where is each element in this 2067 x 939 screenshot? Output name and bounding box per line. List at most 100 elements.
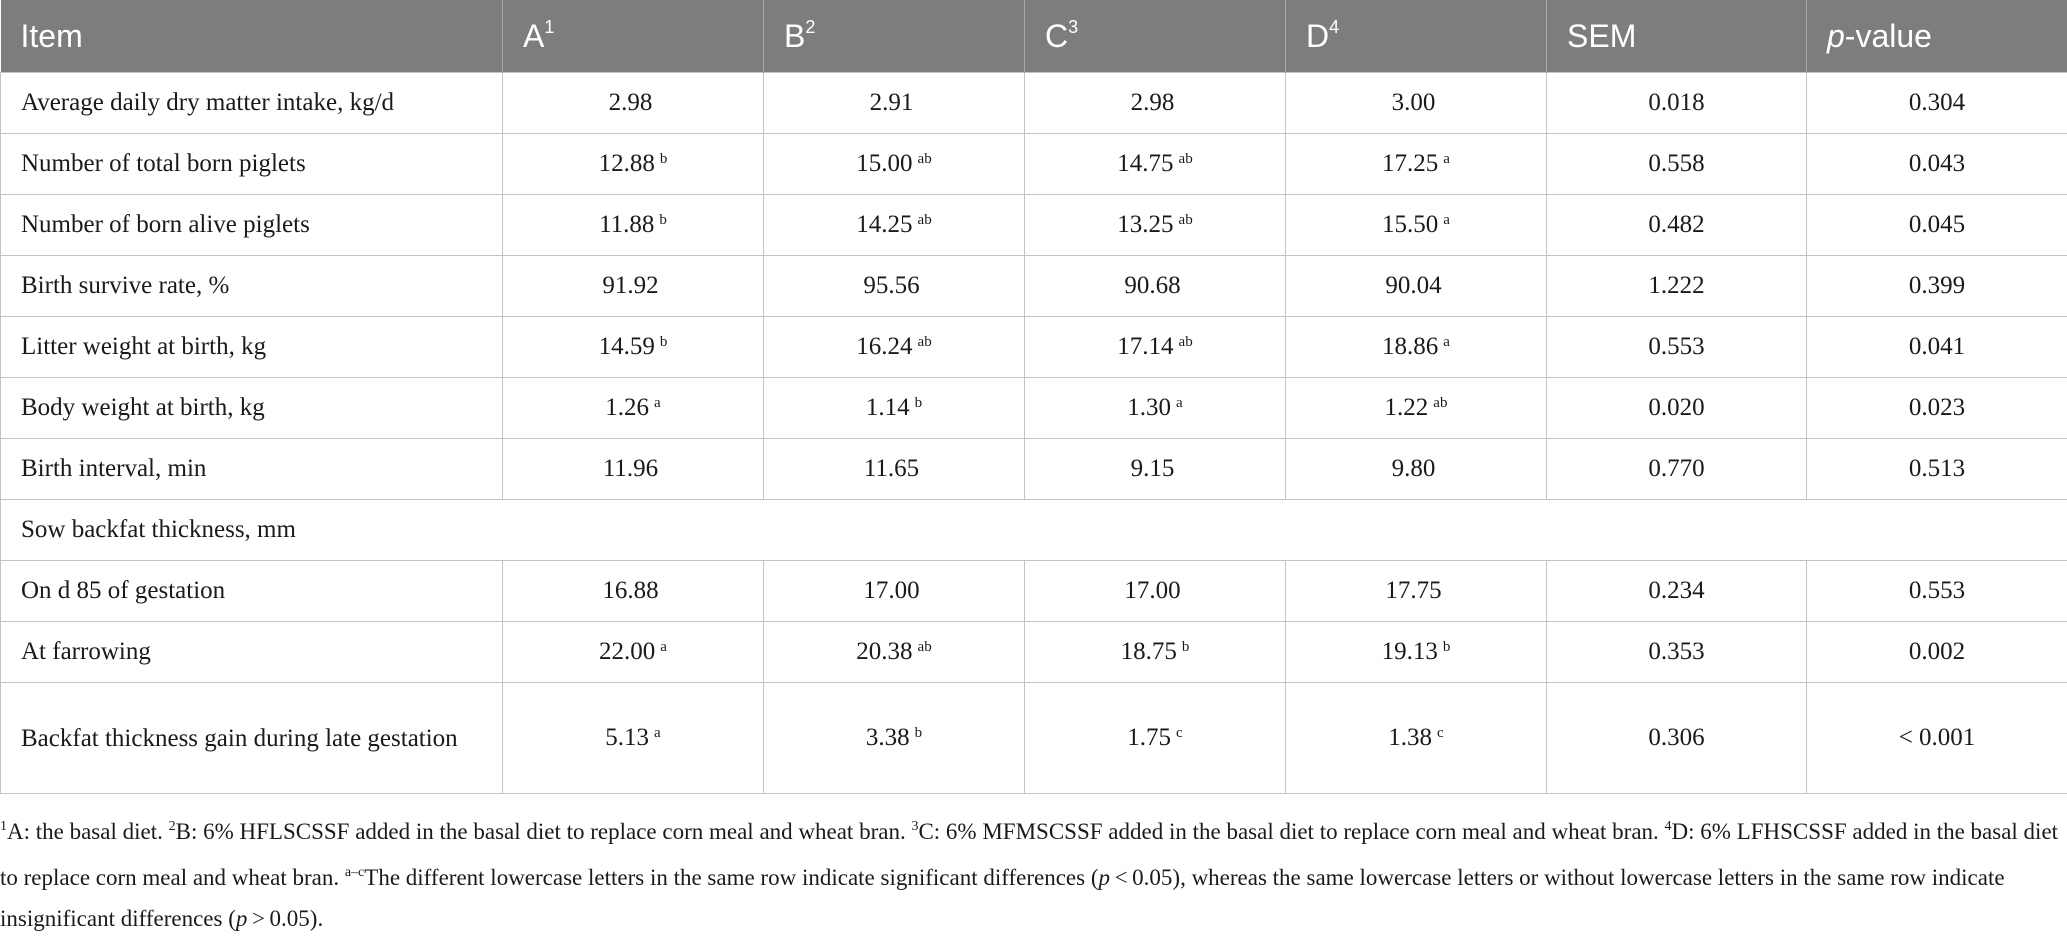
- row-label: Birth interval, min: [1, 439, 503, 500]
- value-b: 1.14: [866, 394, 910, 421]
- cell-d: 17.75: [1286, 561, 1547, 622]
- cell-sem: 1.222: [1547, 256, 1807, 317]
- value-c: 2.98: [1131, 89, 1175, 116]
- cell-p-value: < 0.001: [1807, 683, 2067, 794]
- value-b: 11.65: [864, 455, 919, 482]
- value-a: 12.88: [599, 150, 655, 177]
- significance-letter-c: c: [1176, 725, 1183, 741]
- value-d: 1.38: [1388, 724, 1432, 751]
- header-d: D4: [1286, 0, 1547, 73]
- section-row: Sow backfat thickness, mm: [1, 500, 2067, 561]
- value-b: 16.24: [856, 333, 912, 360]
- cell-d: 17.25 a: [1286, 134, 1547, 195]
- cell-b: 2.91: [764, 73, 1025, 134]
- header-item: Item: [1, 0, 503, 73]
- cell-p-value: 0.399: [1807, 256, 2067, 317]
- significance-letter-a: b: [659, 212, 667, 228]
- value-d: 15.50: [1382, 211, 1438, 238]
- value-c: 1.75: [1127, 724, 1171, 751]
- row-label: Number of born alive piglets: [1, 195, 503, 256]
- value-b: 95.56: [863, 272, 919, 299]
- significance-letter-a: a: [660, 639, 667, 655]
- cell-p-value: 0.553: [1807, 561, 2067, 622]
- value-b: 2.91: [870, 89, 914, 116]
- value-d: 17.25: [1382, 150, 1438, 177]
- value-a: 14.59: [599, 333, 655, 360]
- cell-sem: 0.306: [1547, 683, 1807, 794]
- header-p-value: p-value: [1807, 0, 2067, 73]
- significance-letter-b: ab: [918, 151, 932, 167]
- cell-a: 14.59 b: [503, 317, 764, 378]
- significance-letter-d: b: [1443, 639, 1451, 655]
- significance-letter-a: b: [660, 334, 668, 350]
- value-a: 5.13: [605, 724, 649, 751]
- cell-b: 95.56: [764, 256, 1025, 317]
- cell-sem: 0.482: [1547, 195, 1807, 256]
- significance-letter-d: a: [1443, 151, 1450, 167]
- cell-sem: 0.353: [1547, 622, 1807, 683]
- value-d: 18.86: [1382, 333, 1438, 360]
- value-d: 19.13: [1382, 638, 1438, 665]
- cell-p-value: 0.304: [1807, 73, 2067, 134]
- significance-letter-d: ab: [1433, 395, 1447, 411]
- significance-letter-c: b: [1182, 639, 1190, 655]
- value-c: 17.14: [1117, 333, 1173, 360]
- significance-letter-d: a: [1443, 212, 1450, 228]
- cell-c: 17.00: [1025, 561, 1286, 622]
- significance-letter-b: b: [915, 395, 923, 411]
- value-c: 13.25: [1117, 211, 1173, 238]
- table-footnote: 1A: the basal diet. 2B: 6% HFLSCSSF adde…: [0, 806, 2062, 939]
- significance-letter-c: a: [1176, 395, 1183, 411]
- cell-d: 9.80: [1286, 439, 1547, 500]
- cell-c: 13.25 ab: [1025, 195, 1286, 256]
- value-d: 3.00: [1392, 89, 1436, 116]
- header-row: Item A1 B2 C3 D4 SEM p-value: [1, 0, 2067, 73]
- cell-c: 1.75 c: [1025, 683, 1286, 794]
- cell-p-value: 0.513: [1807, 439, 2067, 500]
- results-table: Item A1 B2 C3 D4 SEM p-value Average dai…: [0, 0, 2067, 794]
- header-c: C3: [1025, 0, 1286, 73]
- cell-sem: 0.558: [1547, 134, 1807, 195]
- value-b: 15.00: [856, 150, 912, 177]
- cell-p-value: 0.023: [1807, 378, 2067, 439]
- cell-d: 3.00: [1286, 73, 1547, 134]
- value-c: 14.75: [1117, 150, 1173, 177]
- significance-letter-b: ab: [918, 212, 932, 228]
- cell-sem: 0.020: [1547, 378, 1807, 439]
- value-b: 14.25: [856, 211, 912, 238]
- cell-c: 18.75 b: [1025, 622, 1286, 683]
- value-d: 1.22: [1385, 394, 1429, 421]
- value-c: 90.68: [1124, 272, 1180, 299]
- cell-c: 2.98: [1025, 73, 1286, 134]
- value-a: 2.98: [609, 89, 653, 116]
- significance-letter-c: ab: [1179, 212, 1193, 228]
- cell-c: 17.14 ab: [1025, 317, 1286, 378]
- cell-b: 1.14 b: [764, 378, 1025, 439]
- value-d: 9.80: [1392, 455, 1436, 482]
- value-a: 11.96: [603, 455, 658, 482]
- cell-sem: 0.770: [1547, 439, 1807, 500]
- cell-d: 90.04: [1286, 256, 1547, 317]
- value-c: 18.75: [1121, 638, 1177, 665]
- significance-letter-b: ab: [918, 639, 932, 655]
- cell-c: 90.68: [1025, 256, 1286, 317]
- significance-letter-c: ab: [1179, 334, 1193, 350]
- cell-p-value: 0.045: [1807, 195, 2067, 256]
- cell-a: 91.92: [503, 256, 764, 317]
- cell-b: 15.00 ab: [764, 134, 1025, 195]
